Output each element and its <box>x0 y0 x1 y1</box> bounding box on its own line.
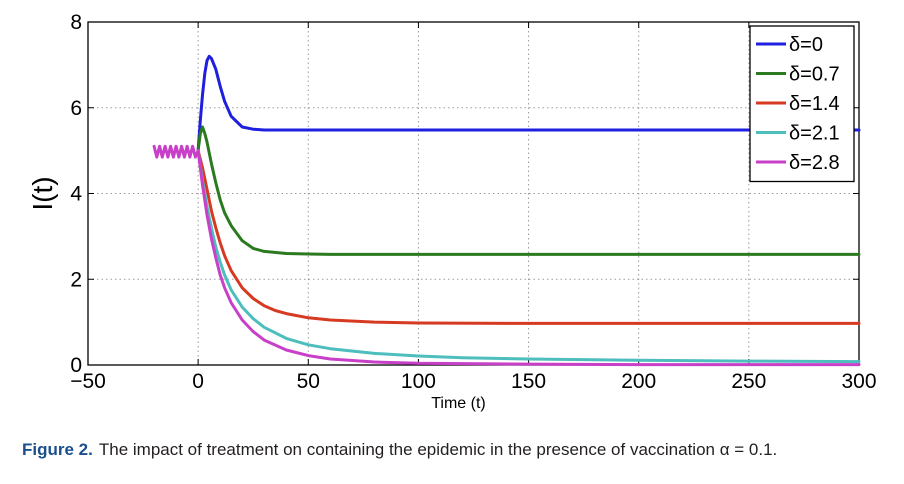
series-lines <box>152 54 861 367</box>
figure-caption-label: Figure 2. <box>22 440 93 459</box>
series-line-0 <box>196 54 861 153</box>
y-tick-label: 2 <box>70 268 82 291</box>
x-tick-label: 0 <box>192 370 204 393</box>
figure-caption: Figure 2. The impact of treatment on cont… <box>22 440 892 460</box>
grid <box>88 22 859 365</box>
y-axis-title: I(t) <box>27 176 58 210</box>
x-tick-label: 200 <box>621 370 656 393</box>
x-tick-label: 300 <box>841 370 876 393</box>
x-axis-title: Time (t) <box>431 395 486 412</box>
legend: δ=0 δ=0.7 δ=1.4 δ=2.1 δ=2.8 <box>749 25 855 183</box>
legend-label-2: δ=1.4 <box>789 93 840 115</box>
figure-caption-text: The impact of treatment on containing th… <box>98 440 778 459</box>
legend-label-3: δ=2.1 <box>789 123 840 145</box>
series-line-3 <box>196 149 861 364</box>
series-line-1 <box>196 125 861 256</box>
series-line-4 <box>152 144 861 367</box>
legend-label-0: δ=0 <box>789 34 823 56</box>
x-tick-label: −50 <box>70 370 106 393</box>
x-tick-label: 100 <box>401 370 436 393</box>
y-tick-label: 8 <box>70 11 82 34</box>
x-tick-label: 150 <box>511 370 546 393</box>
series-line-2 <box>196 149 861 325</box>
y-tick-label: 0 <box>70 354 82 377</box>
x-tick-label: 50 <box>297 370 320 393</box>
legend-label-1: δ=0.7 <box>789 64 840 86</box>
y-tick-label: 6 <box>70 97 82 120</box>
y-tick-label: 4 <box>70 183 82 206</box>
x-tick-label: 250 <box>731 370 766 393</box>
legend-label-4: δ=2.8 <box>789 152 840 174</box>
